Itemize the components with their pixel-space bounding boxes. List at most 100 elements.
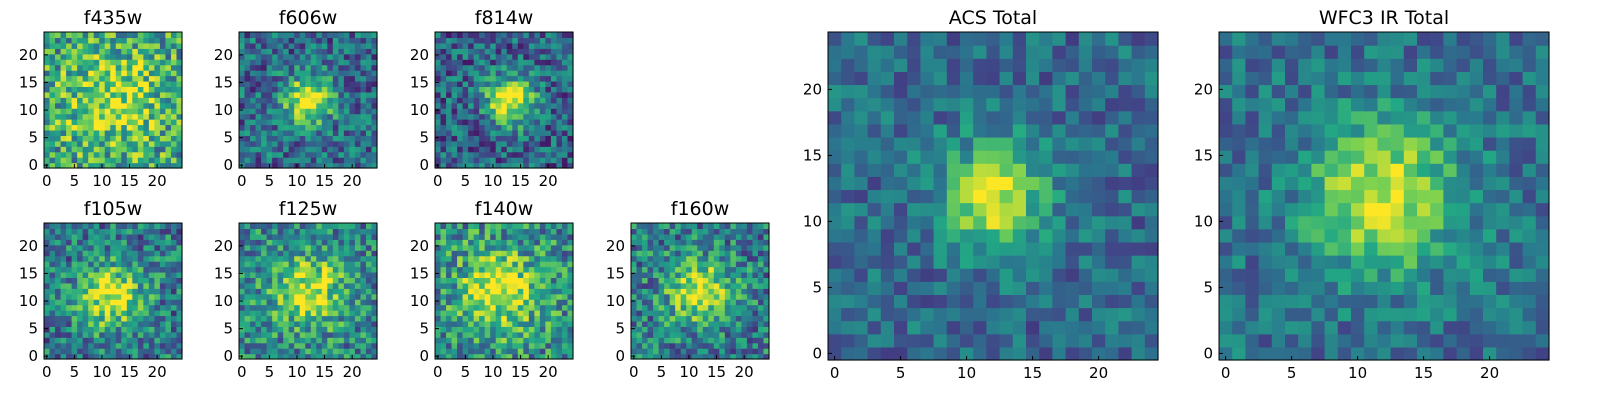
heatmap-cell <box>137 261 144 268</box>
heatmap-cell <box>468 320 475 327</box>
heatmap-cell <box>343 53 350 60</box>
heatmap-cell <box>55 91 62 98</box>
heatmap-cell <box>506 331 513 338</box>
heatmap-cell <box>310 228 317 235</box>
heatmap-cell <box>462 342 469 349</box>
heatmap-cell <box>1052 241 1067 256</box>
heatmap-cell <box>283 37 290 44</box>
heatmap-cell <box>697 266 704 273</box>
heatmap-cell <box>539 108 546 115</box>
heatmap-cell <box>501 162 508 169</box>
heatmap-cell <box>55 288 62 295</box>
heatmap-cell <box>484 348 491 355</box>
heatmap-cell <box>360 80 367 87</box>
heatmap-cell <box>539 64 546 71</box>
heatmap-cell <box>446 135 453 142</box>
heatmap-cell <box>44 250 51 257</box>
heatmap-cell <box>539 310 546 317</box>
heatmap-cell <box>82 42 89 49</box>
heatmap-cell <box>250 223 257 230</box>
heatmap-cell <box>99 233 106 240</box>
heatmap-cell <box>159 146 167 153</box>
heatmap-cell <box>435 223 442 230</box>
heatmap-cell <box>126 261 133 268</box>
heatmap-cell <box>907 241 921 256</box>
heatmap-cell <box>88 97 95 104</box>
heatmap-cell <box>266 266 273 273</box>
heatmap-cell <box>746 342 754 349</box>
heatmap-cell <box>854 255 869 269</box>
heatmap-cell <box>288 223 295 230</box>
heatmap-cell <box>550 353 558 360</box>
heatmap-cell <box>49 255 56 262</box>
heatmap-cell <box>126 80 133 87</box>
heatmap-cell <box>680 250 687 257</box>
heatmap-cell <box>719 277 726 284</box>
heatmap-cell <box>244 86 251 93</box>
heatmap-cell <box>1131 228 1146 243</box>
heatmap-cell <box>137 326 144 333</box>
heatmap-cell <box>702 261 709 268</box>
heatmap-cell <box>512 228 519 235</box>
heatmap-cell <box>115 140 122 147</box>
heatmap-cell <box>658 250 665 257</box>
heatmap-cell <box>159 315 167 322</box>
heatmap-cell <box>137 271 144 278</box>
heatmap-cell <box>462 157 469 164</box>
heatmap-cell <box>132 233 139 240</box>
heatmap-cell <box>283 353 290 360</box>
heatmap-cell <box>148 162 155 169</box>
heatmap-cell <box>479 48 486 55</box>
heatmap-cell <box>545 42 552 49</box>
heatmap-cell <box>354 80 362 87</box>
heatmap-cell <box>484 42 491 49</box>
heatmap-cell <box>165 151 172 158</box>
heatmap-cell <box>561 304 569 311</box>
heatmap-cell <box>44 97 51 104</box>
heatmap-cell <box>1144 241 1159 256</box>
heatmap-cell <box>523 228 530 235</box>
heatmap-cell <box>371 86 378 93</box>
heatmap-cell <box>176 348 183 355</box>
heatmap-cell <box>752 342 759 349</box>
heatmap-cell <box>283 140 290 147</box>
heatmap-cell <box>159 113 167 120</box>
heatmap-cell <box>841 110 855 125</box>
heatmap-cell <box>708 228 715 235</box>
heatmap-cell <box>77 271 84 278</box>
heatmap-cell <box>495 223 502 230</box>
heatmap-cell <box>283 304 290 311</box>
heatmap-cell <box>1105 176 1119 191</box>
heatmap-cell <box>907 333 921 348</box>
heatmap-cell <box>512 135 519 142</box>
heatmap-cell <box>82 348 89 355</box>
heatmap-cell <box>534 304 541 311</box>
heatmap-cell <box>545 59 552 66</box>
heatmap-cell <box>327 80 334 87</box>
heatmap-cell <box>523 162 530 169</box>
heatmap-cell <box>468 261 475 268</box>
heatmap-cell <box>288 53 295 60</box>
heatmap-cell <box>691 266 698 273</box>
heatmap-cell <box>343 119 350 126</box>
heatmap-cell <box>457 59 464 66</box>
heatmap-cell <box>490 299 497 306</box>
heatmap-cell <box>55 64 62 71</box>
heatmap-cell <box>132 255 139 262</box>
heatmap-cell <box>239 271 246 278</box>
heatmap-cell <box>691 233 698 240</box>
heatmap-cell <box>446 124 453 131</box>
heatmap-cell <box>255 91 262 98</box>
heatmap-cell <box>305 113 312 120</box>
heatmap-cell <box>250 151 257 158</box>
heatmap-cell <box>277 140 284 147</box>
heatmap-cell <box>561 42 569 49</box>
heatmap-cell <box>82 157 89 164</box>
heatmap-cell <box>631 326 638 333</box>
heatmap-cell <box>365 250 373 257</box>
heatmap-cell <box>647 331 654 338</box>
heatmap-cell <box>338 331 345 338</box>
heatmap-cell <box>539 48 546 55</box>
heatmap-cell <box>973 215 987 230</box>
heatmap-cell <box>457 151 464 158</box>
